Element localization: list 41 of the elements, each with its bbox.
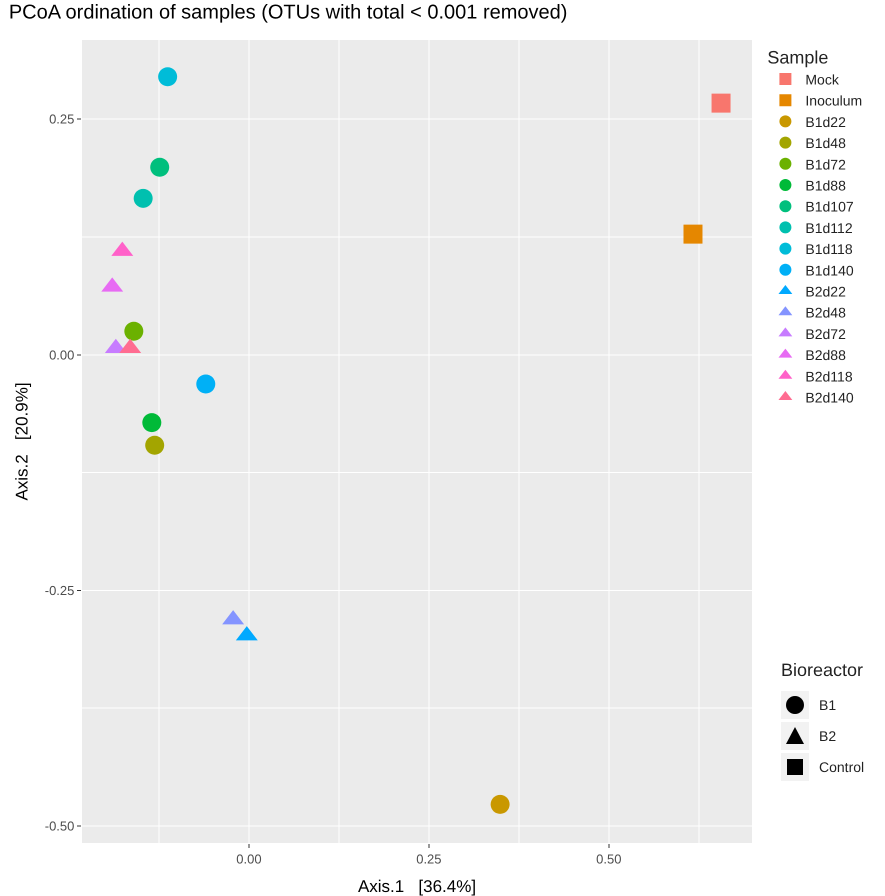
- y-tick-label: -0.50: [44, 818, 74, 834]
- y-axis-title: Axis.2 [20.9%]: [12, 382, 32, 501]
- point: [134, 188, 153, 208]
- y-tick-label: 0.00: [49, 347, 74, 362]
- y-tick-label: 0.25: [49, 112, 74, 127]
- point: [145, 436, 164, 455]
- legend-label: B2d48: [805, 304, 846, 321]
- legend-label: B1d72: [805, 156, 846, 172]
- x-tick-label: 0.25: [416, 852, 442, 867]
- point: [150, 158, 170, 177]
- point: [490, 794, 510, 814]
- text: B2: [819, 728, 836, 744]
- point: [712, 94, 731, 113]
- legend-label: B2d22: [805, 283, 846, 300]
- legend-label: B1d48: [805, 135, 846, 152]
- legend-title: Sample: [767, 47, 828, 68]
- point: [683, 224, 702, 244]
- point: [196, 374, 216, 394]
- x-axis-title: Axis.1 [36.4%]: [358, 877, 476, 896]
- point: [124, 322, 144, 341]
- text: Bioreactor: [781, 660, 864, 681]
- legend-label: B2d72: [805, 326, 846, 342]
- point: [158, 67, 178, 86]
- legend-label: B2d140: [805, 389, 854, 406]
- x-tick-label: 0.00: [236, 852, 262, 867]
- legend-label: B1d140: [805, 262, 854, 278]
- y-tick-label: -0.25: [44, 582, 74, 598]
- legend-label: Mock: [805, 71, 840, 88]
- legend-label: B2d88: [805, 347, 846, 364]
- legend-label: B1d88: [805, 177, 846, 194]
- legend-label: B1d118: [805, 241, 853, 258]
- legend-label: B1d112: [805, 220, 853, 236]
- legend-label: Inoculum: [805, 92, 862, 109]
- legend-label: B1d22: [805, 114, 846, 130]
- chart-title: PCoA ordination of samples (OTUs with total < 0.001 removed): [8, 1, 568, 24]
- x-tick-label: 0.50: [596, 852, 622, 867]
- legend-label: B2d118: [805, 368, 853, 384]
- legend-label: B1d107: [805, 198, 854, 215]
- text: B1: [819, 696, 836, 712]
- point: [142, 413, 162, 432]
- text: Control: [819, 758, 864, 774]
